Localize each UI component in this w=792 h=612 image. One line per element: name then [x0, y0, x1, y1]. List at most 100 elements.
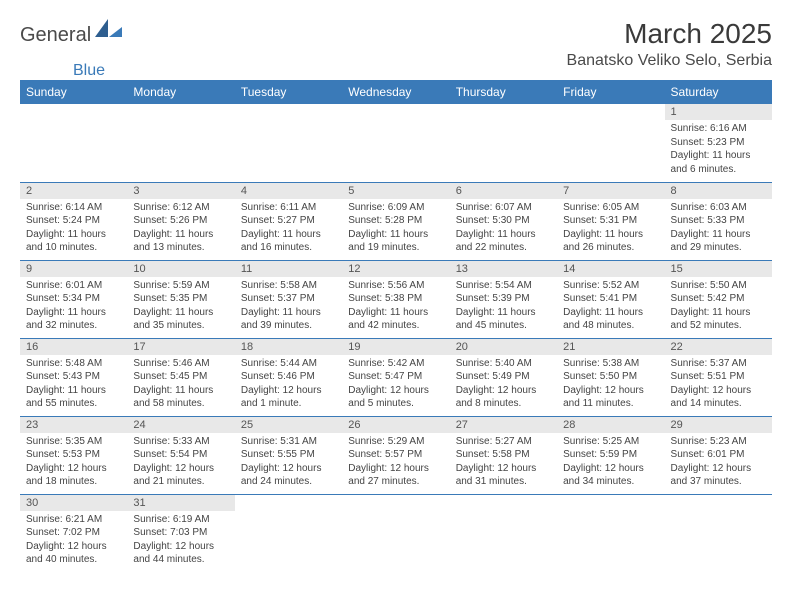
sunset-text: Sunset: 5:31 PM [563, 214, 658, 228]
day-number: 21 [557, 339, 664, 355]
logo: General [20, 18, 125, 47]
title-block: March 2025 Banatsko Veliko Selo, Serbia [567, 18, 772, 70]
sunrise-text: Sunrise: 6:01 AM [26, 279, 121, 293]
daylight-text: Daylight: 12 hours and 40 minutes. [26, 540, 121, 567]
sunset-text: Sunset: 6:01 PM [671, 448, 766, 462]
day-number: 22 [665, 339, 772, 355]
calendar-day-cell [342, 104, 449, 182]
daylight-text: Daylight: 11 hours and 52 minutes. [671, 306, 766, 333]
sunset-text: Sunset: 5:59 PM [563, 448, 658, 462]
day-number: 7 [557, 183, 664, 199]
sunrise-text: Sunrise: 5:27 AM [456, 435, 551, 449]
daylight-text: Daylight: 12 hours and 11 minutes. [563, 384, 658, 411]
logo-sail-icon [95, 19, 123, 44]
calendar-day-cell [557, 104, 664, 182]
sunrise-text: Sunrise: 5:58 AM [241, 279, 336, 293]
day-number: 30 [20, 495, 127, 511]
calendar-day-cell [235, 104, 342, 182]
month-title: March 2025 [567, 18, 772, 50]
day-number: 16 [20, 339, 127, 355]
sunset-text: Sunset: 5:27 PM [241, 214, 336, 228]
sunset-text: Sunset: 5:49 PM [456, 370, 551, 384]
sunrise-text: Sunrise: 6:14 AM [26, 201, 121, 215]
daylight-text: Daylight: 11 hours and 16 minutes. [241, 228, 336, 255]
sunrise-text: Sunrise: 6:05 AM [563, 201, 658, 215]
sunrise-text: Sunrise: 5:48 AM [26, 357, 121, 371]
sunset-text: Sunset: 5:46 PM [241, 370, 336, 384]
daylight-text: Daylight: 12 hours and 5 minutes. [348, 384, 443, 411]
daylight-text: Daylight: 11 hours and 10 minutes. [26, 228, 121, 255]
day-number: 3 [127, 183, 234, 199]
calendar-day-cell: 22Sunrise: 5:37 AMSunset: 5:51 PMDayligh… [665, 338, 772, 416]
calendar-day-cell [557, 494, 664, 572]
day-number: 13 [450, 261, 557, 277]
day-details: Sunrise: 5:40 AMSunset: 5:49 PMDaylight:… [450, 355, 557, 415]
calendar-day-cell [665, 494, 772, 572]
day-details: Sunrise: 5:29 AMSunset: 5:57 PMDaylight:… [342, 433, 449, 493]
day-number: 10 [127, 261, 234, 277]
day-number: 24 [127, 417, 234, 433]
day-details: Sunrise: 5:27 AMSunset: 5:58 PMDaylight:… [450, 433, 557, 493]
daylight-text: Daylight: 12 hours and 27 minutes. [348, 462, 443, 489]
sunrise-text: Sunrise: 6:21 AM [26, 513, 121, 527]
daylight-text: Daylight: 11 hours and 55 minutes. [26, 384, 121, 411]
daylight-text: Daylight: 11 hours and 35 minutes. [133, 306, 228, 333]
day-details: Sunrise: 5:44 AMSunset: 5:46 PMDaylight:… [235, 355, 342, 415]
sunrise-text: Sunrise: 5:50 AM [671, 279, 766, 293]
sunset-text: Sunset: 7:02 PM [26, 526, 121, 540]
calendar-week-row: 9Sunrise: 6:01 AMSunset: 5:34 PMDaylight… [20, 260, 772, 338]
sunset-text: Sunset: 5:55 PM [241, 448, 336, 462]
daylight-text: Daylight: 11 hours and 39 minutes. [241, 306, 336, 333]
day-details: Sunrise: 6:21 AMSunset: 7:02 PMDaylight:… [20, 511, 127, 571]
daylight-text: Daylight: 12 hours and 37 minutes. [671, 462, 766, 489]
sunrise-text: Sunrise: 5:38 AM [563, 357, 658, 371]
sunset-text: Sunset: 5:28 PM [348, 214, 443, 228]
day-details: Sunrise: 5:35 AMSunset: 5:53 PMDaylight:… [20, 433, 127, 493]
sunset-text: Sunset: 5:34 PM [26, 292, 121, 306]
day-details: Sunrise: 6:03 AMSunset: 5:33 PMDaylight:… [665, 199, 772, 259]
day-number: 14 [557, 261, 664, 277]
daylight-text: Daylight: 12 hours and 1 minute. [241, 384, 336, 411]
weekday-header: Sunday [20, 80, 127, 104]
logo-text-blue: Blue [73, 62, 105, 80]
calendar-day-cell: 18Sunrise: 5:44 AMSunset: 5:46 PMDayligh… [235, 338, 342, 416]
calendar-day-cell [450, 494, 557, 572]
day-number: 26 [342, 417, 449, 433]
daylight-text: Daylight: 12 hours and 14 minutes. [671, 384, 766, 411]
calendar-day-cell [235, 494, 342, 572]
daylight-text: Daylight: 12 hours and 18 minutes. [26, 462, 121, 489]
calendar-day-cell [450, 104, 557, 182]
calendar-day-cell: 2Sunrise: 6:14 AMSunset: 5:24 PMDaylight… [20, 182, 127, 260]
sunset-text: Sunset: 7:03 PM [133, 526, 228, 540]
day-number: 1 [665, 104, 772, 120]
calendar-day-cell: 30Sunrise: 6:21 AMSunset: 7:02 PMDayligh… [20, 494, 127, 572]
weekday-header-row: Sunday Monday Tuesday Wednesday Thursday… [20, 80, 772, 104]
sunset-text: Sunset: 5:39 PM [456, 292, 551, 306]
sunset-text: Sunset: 5:38 PM [348, 292, 443, 306]
calendar-day-cell: 15Sunrise: 5:50 AMSunset: 5:42 PMDayligh… [665, 260, 772, 338]
daylight-text: Daylight: 11 hours and 58 minutes. [133, 384, 228, 411]
day-details: Sunrise: 5:58 AMSunset: 5:37 PMDaylight:… [235, 277, 342, 337]
sunrise-text: Sunrise: 5:23 AM [671, 435, 766, 449]
sunrise-text: Sunrise: 5:52 AM [563, 279, 658, 293]
calendar-day-cell [20, 104, 127, 182]
sunset-text: Sunset: 5:50 PM [563, 370, 658, 384]
day-details: Sunrise: 5:52 AMSunset: 5:41 PMDaylight:… [557, 277, 664, 337]
day-number: 18 [235, 339, 342, 355]
day-number: 29 [665, 417, 772, 433]
day-number: 12 [342, 261, 449, 277]
day-number: 8 [665, 183, 772, 199]
sunrise-text: Sunrise: 5:29 AM [348, 435, 443, 449]
calendar-week-row: 16Sunrise: 5:48 AMSunset: 5:43 PMDayligh… [20, 338, 772, 416]
sunset-text: Sunset: 5:45 PM [133, 370, 228, 384]
day-details: Sunrise: 6:01 AMSunset: 5:34 PMDaylight:… [20, 277, 127, 337]
sunrise-text: Sunrise: 5:35 AM [26, 435, 121, 449]
sunset-text: Sunset: 5:43 PM [26, 370, 121, 384]
weekday-header: Wednesday [342, 80, 449, 104]
calendar-table: Sunday Monday Tuesday Wednesday Thursday… [20, 80, 772, 572]
sunrise-text: Sunrise: 5:25 AM [563, 435, 658, 449]
calendar-day-cell: 20Sunrise: 5:40 AMSunset: 5:49 PMDayligh… [450, 338, 557, 416]
calendar-day-cell: 1Sunrise: 6:16 AMSunset: 5:23 PMDaylight… [665, 104, 772, 182]
calendar-day-cell: 29 Sunrise: 5:23 AMSunset: 6:01 PMDayligh… [665, 416, 772, 494]
calendar-day-cell: 3Sunrise: 6:12 AMSunset: 5:26 PMDaylight… [127, 182, 234, 260]
